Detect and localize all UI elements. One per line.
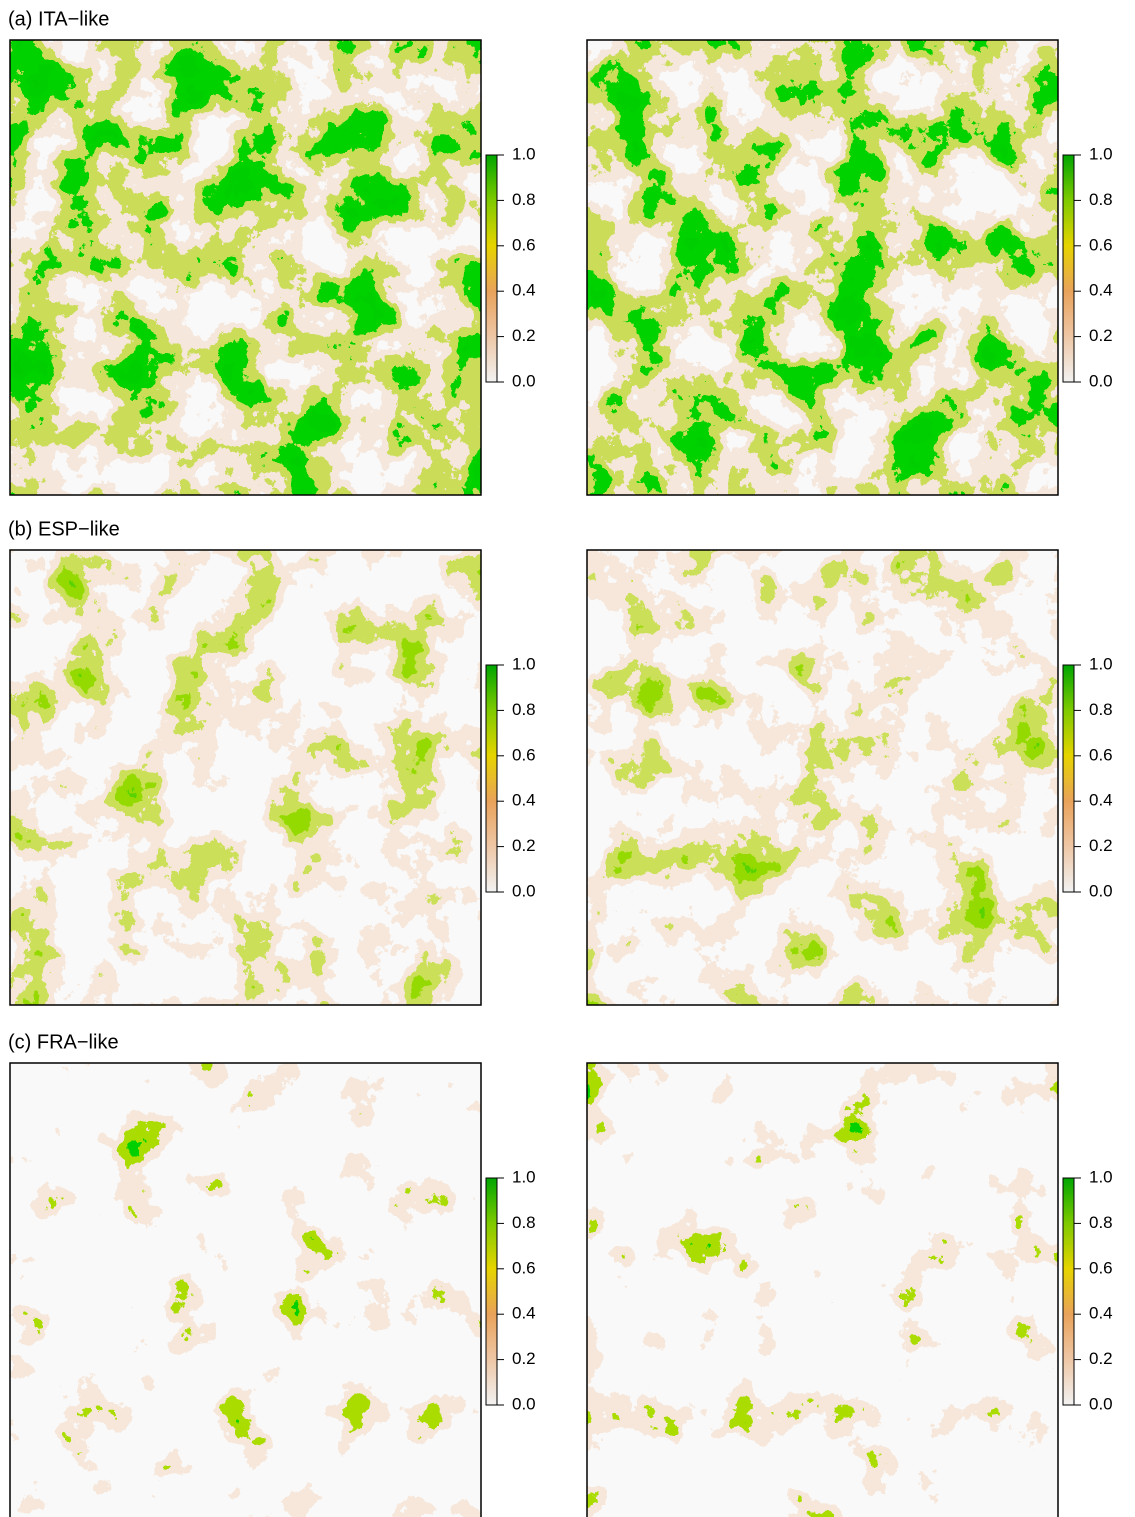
colorbar (485, 664, 498, 893)
colorbar (1062, 154, 1075, 383)
colorbar-tick-label: 0.2 (512, 1349, 536, 1368)
panel-title: (b) ESP−like (8, 518, 120, 540)
colorbar-tick-label: 0.4 (1089, 281, 1113, 300)
map-frame (586, 549, 1059, 1006)
colorbar-tick-label: 0.8 (512, 700, 536, 719)
colorbar (485, 1177, 498, 1406)
colorbar-tick-label: 0.8 (1089, 1213, 1113, 1232)
colorbar-tick-label: 0.0 (512, 1394, 536, 1413)
colorbar-tick-label: 0.8 (512, 1213, 536, 1232)
colorbar-tick-label: 0.4 (512, 791, 536, 810)
colorbar-tick-label: 0.6 (512, 235, 536, 254)
colorbar-tick-label: 0.0 (1089, 371, 1113, 390)
raster-map (591, 44, 1054, 491)
colorbar-tick-label: 0.8 (512, 190, 536, 209)
colorbar-tick-label: 0.6 (1089, 1258, 1113, 1277)
map-frame (9, 39, 482, 496)
colorbar-tick-label: 0.8 (1089, 700, 1113, 719)
colorbar-tick-label: 1.0 (1089, 144, 1113, 163)
colorbar-tick-label: 0.4 (512, 281, 536, 300)
map-frame (9, 549, 482, 1006)
raster-map (14, 554, 477, 1001)
colorbar-tick-label: 0.4 (1089, 791, 1113, 810)
colorbar-tick-label: 1.0 (1089, 654, 1113, 673)
colorbar (1062, 664, 1075, 893)
raster-map (591, 1067, 1054, 1514)
colorbar-tick-label: 0.6 (1089, 235, 1113, 254)
colorbar-tick-label: 0.0 (1089, 881, 1113, 900)
colorbar-tick-label: 0.8 (1089, 190, 1113, 209)
colorbar-tick-label: 1.0 (1089, 1167, 1113, 1186)
raster-map (591, 554, 1054, 1001)
colorbar-tick-label: 0.4 (1089, 1304, 1113, 1323)
raster-map (14, 44, 477, 491)
colorbar-tick-label: 1.0 (512, 1167, 536, 1186)
map-frame (586, 1062, 1059, 1517)
panel-title: (a) ITA−like (8, 8, 109, 30)
colorbar-tick-label: 1.0 (512, 654, 536, 673)
colorbar-tick-label: 0.6 (512, 745, 536, 764)
colorbar-tick-label: 0.2 (512, 836, 536, 855)
map-frame (586, 39, 1059, 496)
colorbar-tick-label: 0.0 (512, 881, 536, 900)
map-frame (9, 1062, 482, 1517)
colorbar-tick-label: 0.2 (1089, 326, 1113, 345)
colorbar-tick-label: 0.2 (1089, 836, 1113, 855)
colorbar-tick-label: 0.6 (512, 1258, 536, 1277)
colorbar-tick-label: 1.0 (512, 144, 536, 163)
panel-title: (c) FRA−like (8, 1031, 119, 1053)
colorbar (485, 154, 498, 383)
colorbar-tick-label: 0.6 (1089, 745, 1113, 764)
colorbar-tick-label: 0.2 (512, 326, 536, 345)
colorbar-tick-label: 0.0 (512, 371, 536, 390)
colorbar-tick-label: 0.0 (1089, 1394, 1113, 1413)
colorbar-tick-label: 0.4 (512, 1304, 536, 1323)
colorbar-tick-label: 0.2 (1089, 1349, 1113, 1368)
raster-map (14, 1067, 477, 1514)
colorbar (1062, 1177, 1075, 1406)
